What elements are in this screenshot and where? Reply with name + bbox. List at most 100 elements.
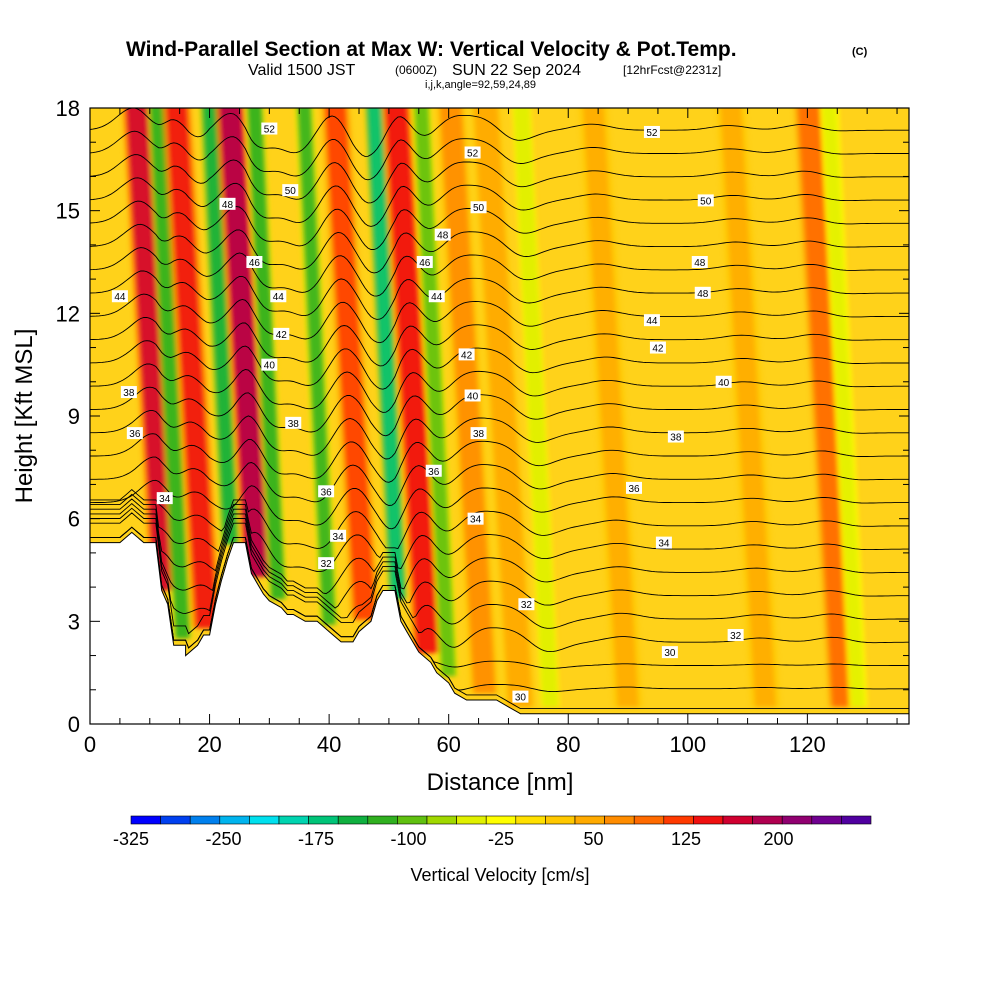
valid-utc: (0600Z): [395, 63, 437, 77]
contour-label: 38: [288, 419, 300, 430]
contour-label: 48: [694, 258, 706, 269]
velocity-core: [367, 108, 405, 600]
contour-label-bg: [425, 464, 442, 477]
contour-label: 38: [670, 433, 682, 444]
colorbar-segment: [189, 815, 221, 825]
x-tick-label: 80: [556, 732, 580, 757]
contour-label: 48: [697, 289, 709, 300]
contour-label-bg: [416, 256, 433, 268]
contour-label-bg: [649, 341, 666, 354]
colorbar-tick-label: -325: [113, 829, 149, 849]
contour-label-bg: [318, 557, 335, 570]
contour-label: 52: [467, 148, 479, 159]
contour-label: 34: [333, 532, 345, 543]
contour-label: 48: [222, 200, 234, 211]
contour-label: 44: [646, 316, 658, 327]
velocity-core: [583, 108, 639, 707]
contour-label: 30: [664, 648, 676, 659]
colorbar-segment: [308, 815, 339, 825]
theta-contour-line: [90, 512, 909, 653]
colorbar-segment: [485, 815, 517, 825]
y-tick-label: 9: [68, 404, 80, 429]
contour-label-bg: [626, 481, 643, 494]
velocity-core: [514, 108, 557, 707]
colorbar-segment: [781, 815, 813, 825]
contour-label: 32: [321, 559, 333, 570]
contour-label-bg: [655, 536, 672, 549]
theta-contour-line: [90, 489, 909, 550]
contour-label: 40: [718, 378, 730, 389]
contour-label: 52: [646, 128, 658, 139]
contour-label-bg: [697, 194, 714, 207]
theta-contour-line: [90, 154, 909, 204]
colorbar-segment: [397, 815, 428, 825]
theta-contour-line: [90, 317, 909, 367]
theta-contour-line: [90, 503, 909, 609]
contour-labels: 52 52 52 50 50 50 48 48 48 48 46 46 44 44 44 44 42 42 42 40…: [111, 122, 744, 704]
theta-contour-line: [90, 293, 909, 344]
theta-contour-line: [90, 108, 909, 157]
colorbar-segment: [426, 815, 457, 825]
colorbar-segment: [841, 815, 872, 825]
contour-label-bg: [330, 529, 347, 542]
x-tick-label: 40: [317, 732, 341, 757]
contour-label-bg: [727, 629, 744, 642]
contour-label-bg: [156, 492, 173, 505]
contour-label: 32: [730, 631, 742, 642]
contour-label-bg: [120, 386, 137, 399]
theta-contour-line: [90, 177, 909, 227]
contour-label: 38: [123, 388, 135, 399]
contour-label: 46: [419, 258, 431, 269]
x-tick-label: 120: [789, 732, 826, 757]
valid-prefix: Valid 1500 JST: [248, 62, 356, 79]
y-tick-label: 12: [56, 301, 80, 326]
contour-label-bg: [661, 646, 678, 659]
colorbar-segment: [337, 815, 369, 825]
colorbar-segment: [663, 815, 694, 825]
contour-label-bg: [643, 314, 660, 327]
contour-label: 42: [461, 350, 473, 361]
velocity-core: [126, 108, 175, 591]
colorbar-tick-label: -25: [488, 829, 514, 849]
theta-contour-line: [90, 526, 909, 669]
theta-contour-line: [90, 433, 909, 483]
velocity-core: [822, 108, 865, 707]
velocity-core: [166, 108, 217, 629]
colorbar-segment: [574, 815, 605, 825]
contour-label: 40: [467, 391, 479, 402]
velocity-core: [220, 108, 268, 577]
contour-label-bg: [467, 512, 484, 525]
contour-label: 44: [273, 292, 285, 303]
contour-label-bg: [261, 358, 278, 371]
contour-label: 32: [521, 600, 533, 611]
colorbar-tick-label: 50: [583, 829, 603, 849]
velocity-core: [386, 108, 438, 653]
theta-contour-line: [90, 247, 909, 297]
contour-label: 34: [658, 539, 670, 550]
contour-label: 42: [276, 330, 288, 341]
colorbar-segment: [604, 815, 635, 825]
colorbar-segment: [249, 815, 280, 825]
velocity-core: [202, 108, 238, 545]
contour-label-bg: [643, 125, 660, 138]
y-tick-label: 18: [56, 96, 80, 121]
forecast-info: [12hrFcst@2231z]: [623, 63, 721, 77]
contour-label-bg: [458, 348, 475, 361]
theta-contour-line: [90, 410, 909, 460]
theta-contour-line: [90, 223, 909, 274]
y-tick-label: 0: [68, 712, 80, 737]
contour-label: 34: [159, 494, 171, 505]
theta-contour-line: [90, 479, 909, 530]
y-tick-label: 15: [56, 199, 80, 224]
contour-label: 50: [473, 203, 485, 214]
plot-area: 52 52 52 50 50 50 48 48 48 48 46 46 44 44 44 44 42 42 42 40…: [90, 108, 909, 724]
chart-title: Wind-Parallel Section at Max W: Vertical…: [126, 38, 737, 61]
y-axis-label: Height [Kft MSL]: [11, 329, 38, 504]
colorbar-segment: [278, 815, 309, 825]
contour-label-bg: [518, 598, 535, 611]
contour-label: 44: [114, 292, 126, 303]
colorbar-segment: [515, 815, 546, 825]
velocity-core: [325, 108, 376, 620]
colorbar-tick-label: -100: [390, 829, 426, 849]
